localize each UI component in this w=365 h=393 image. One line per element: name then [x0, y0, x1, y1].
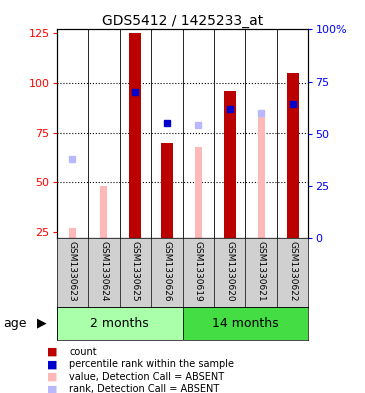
- Bar: [129, 33, 141, 238]
- Bar: [195, 147, 202, 238]
- Text: ▶: ▶: [37, 317, 47, 330]
- Text: 14 months: 14 months: [212, 317, 279, 330]
- Text: GSM1330623: GSM1330623: [68, 241, 77, 302]
- Bar: [161, 143, 173, 238]
- Text: GDS5412 / 1425233_at: GDS5412 / 1425233_at: [102, 14, 263, 28]
- Text: count: count: [69, 347, 97, 357]
- Bar: [287, 73, 299, 238]
- Text: ■: ■: [47, 347, 58, 357]
- Bar: [100, 186, 107, 238]
- Text: value, Detection Call = ABSENT: value, Detection Call = ABSENT: [69, 372, 224, 382]
- Bar: [258, 115, 265, 238]
- Bar: [182, 307, 308, 340]
- Bar: [57, 307, 182, 340]
- Text: GSM1330622: GSM1330622: [288, 241, 297, 302]
- Bar: [69, 228, 76, 238]
- Bar: [224, 91, 236, 238]
- Text: percentile rank within the sample: percentile rank within the sample: [69, 359, 234, 369]
- Text: ■: ■: [47, 372, 58, 382]
- Text: GSM1330621: GSM1330621: [257, 241, 266, 302]
- Text: ■: ■: [47, 384, 58, 393]
- Text: GSM1330620: GSM1330620: [225, 241, 234, 302]
- Text: rank, Detection Call = ABSENT: rank, Detection Call = ABSENT: [69, 384, 220, 393]
- Text: GSM1330624: GSM1330624: [99, 241, 108, 302]
- Text: 2 months: 2 months: [90, 317, 149, 330]
- Text: ■: ■: [47, 359, 58, 369]
- Text: GSM1330625: GSM1330625: [131, 241, 140, 302]
- Text: GSM1330619: GSM1330619: [194, 241, 203, 302]
- Text: GSM1330626: GSM1330626: [162, 241, 171, 302]
- Bar: [163, 143, 170, 238]
- Text: age: age: [4, 317, 27, 330]
